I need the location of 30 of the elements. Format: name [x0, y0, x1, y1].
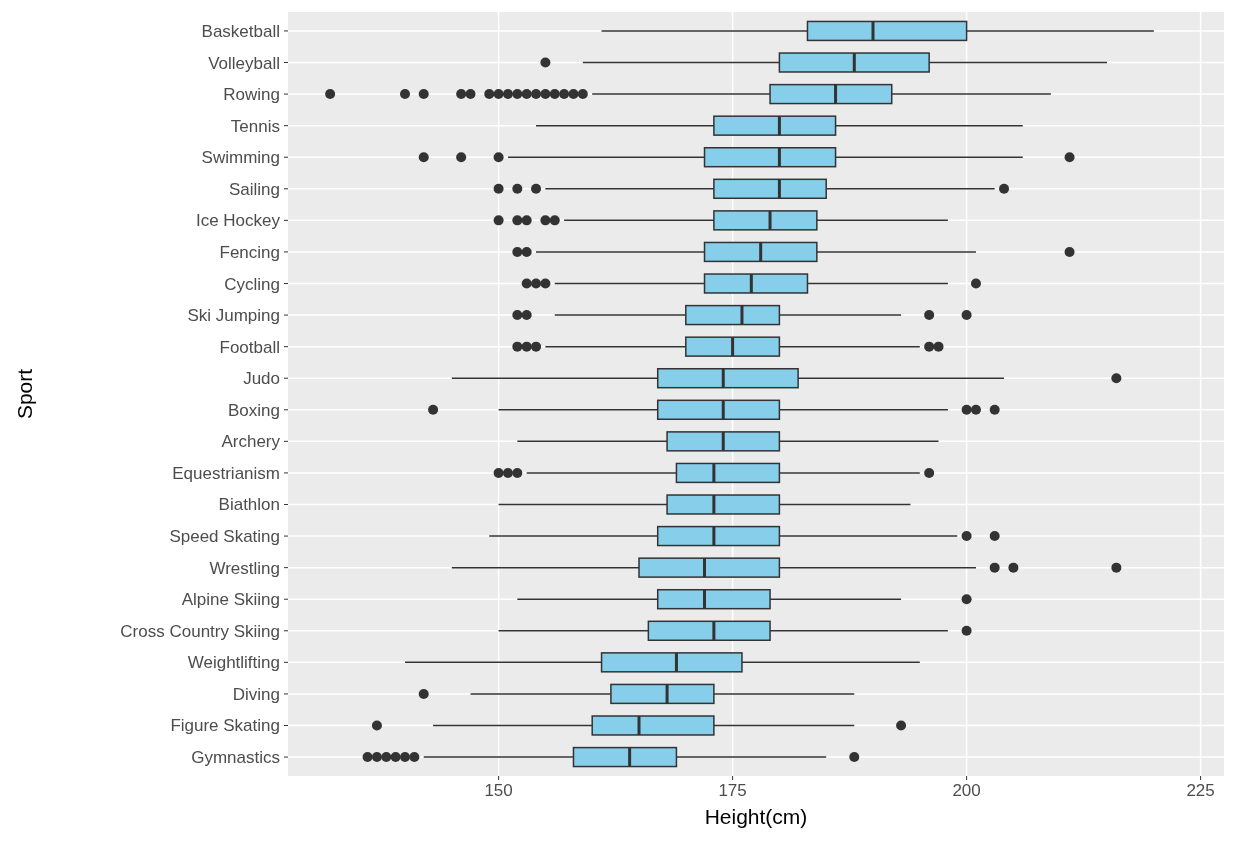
x-tick-label: 225 — [1186, 781, 1215, 800]
y-tick-label: Weightlifting — [187, 653, 280, 673]
x-axis-title: Height(cm) — [704, 805, 808, 828]
y-tick-label: Biathlon — [218, 495, 280, 515]
y-tick-label: Fencing — [219, 242, 280, 262]
y-axis-title: Sport — [13, 368, 36, 420]
y-tick-label: Swimming — [201, 148, 280, 168]
y-tick-label: Gymnastics — [191, 748, 280, 768]
y-tick-label: Ice Hockey — [195, 211, 281, 231]
y-tick-label: Volleyball — [208, 53, 280, 73]
y-tick-label: Football — [219, 337, 280, 357]
y-tick-label: Sailing — [228, 179, 280, 199]
y-tick-label: Diving — [232, 684, 280, 704]
y-tick-label: Wrestling — [209, 558, 280, 578]
x-tick-label: 175 — [718, 781, 747, 800]
y-tick-label: Rowing — [223, 85, 280, 105]
y-tick-label: Tennis — [230, 116, 280, 136]
y-tick-label: Basketball — [201, 21, 280, 41]
x-tick-label: 150 — [484, 781, 513, 800]
y-tick-label: Ski Jumping — [187, 306, 280, 326]
y-tick-label: Judo — [243, 369, 280, 389]
y-tick-label: Archery — [221, 432, 281, 452]
y-tick-label: Boxing — [228, 400, 280, 420]
y-tick-label: Speed Skating — [169, 527, 280, 547]
y-tick-label: Alpine Skiing — [181, 590, 280, 610]
x-tick-label: 200 — [952, 781, 981, 800]
y-tick-label: Figure Skating — [170, 716, 280, 736]
y-tick-label: Cycling — [224, 274, 280, 294]
y-tick-label: Cross Country Skiing — [120, 621, 280, 641]
y-tick-label: Equestrianism — [172, 463, 280, 483]
